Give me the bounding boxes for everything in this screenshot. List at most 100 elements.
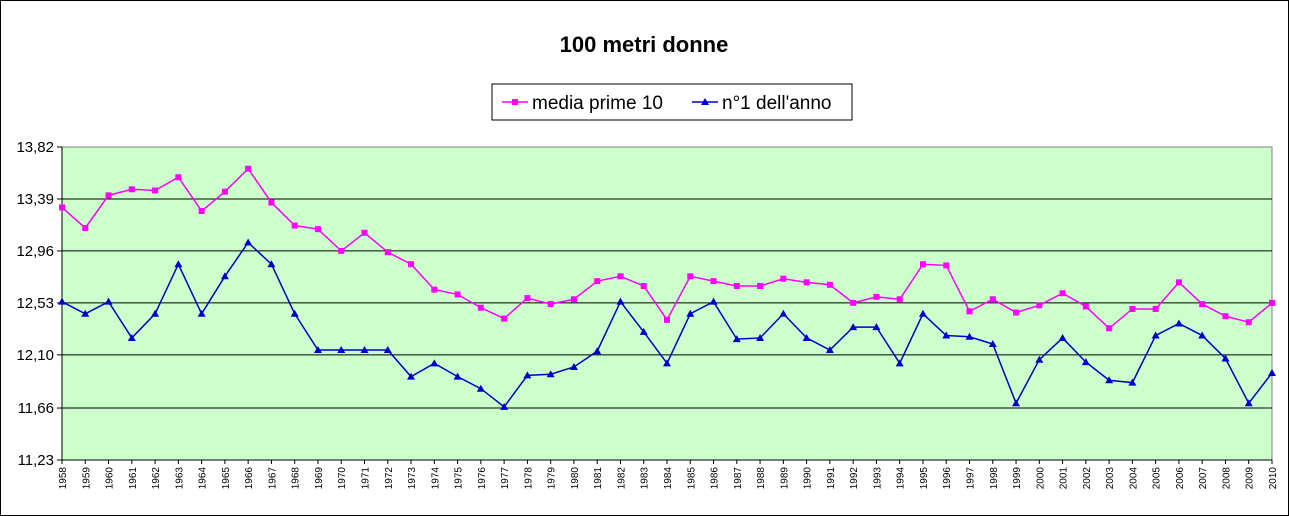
data-point [850,299,857,306]
data-point [431,286,438,293]
data-point [104,297,113,305]
data-point [895,359,904,367]
data-point [245,165,252,172]
data-point [989,296,996,303]
data-point [1012,399,1021,407]
data-point [617,273,624,280]
data-point [1244,399,1253,407]
data-point [197,309,206,317]
data-point [1106,325,1113,332]
x-tick-label: 1979 [547,467,558,490]
data-point [616,297,625,305]
x-tick-label: 1986 [710,467,721,490]
data-point [639,327,648,335]
x-tick-label: 2006 [1175,467,1186,490]
y-tick-label: 11,23 [18,452,54,469]
y-tick-label: 13,82 [16,139,54,156]
data-point [244,238,253,246]
data-point [523,371,532,379]
series-media-prime-10 [59,165,1275,332]
data-point [757,282,764,289]
x-tick-label: 1989 [779,467,790,490]
x-tick-label: 1985 [686,467,697,490]
legend-marker-media-prime-10 [512,99,518,105]
data-point [594,278,601,285]
x-tick-label: 1961 [128,467,139,490]
x-tick-label: 1963 [174,467,185,490]
y-tick-label: 13,39 [16,191,54,208]
y-tick-label: 12,10 [16,347,54,364]
data-point [267,260,276,268]
chart-title: 100 metri donne [560,32,729,57]
data-point [1036,302,1043,309]
legend-label-media-prime-10: media prime 10 [532,93,663,114]
x-tick-label: 1984 [663,467,674,490]
data-point [896,296,903,303]
data-point [268,199,275,206]
data-point [663,359,671,367]
plot-area [61,146,1273,461]
data-point [220,272,229,280]
data-point [174,260,183,268]
data-point [58,297,66,305]
data-point [825,346,834,354]
data-point [1013,309,1020,316]
data-point [290,309,299,317]
data-point [221,188,228,195]
x-tick-label: 1976 [477,467,488,490]
x-tick-label: 2001 [1059,467,1070,490]
x-tick-label: 1960 [105,467,116,490]
data-point [128,186,135,193]
series-n1-dell-anno [58,238,1276,410]
x-tick-label: 1996 [942,467,953,490]
data-point [709,297,718,305]
data-point [198,208,205,215]
x-tick-label: 1967 [267,467,278,490]
x-tick-label: 1998 [989,467,1000,490]
data-point [687,273,694,280]
data-point [127,333,136,341]
data-point [408,261,415,268]
legend-marker-n1-dell-anno [701,98,709,105]
data-point [1129,305,1136,312]
data-point [570,296,577,303]
x-tick-label: 1990 [803,467,814,490]
x-tick-label: 1968 [291,467,302,490]
legend-item-n1-dell-anno: n°1 dell'anno [692,93,831,114]
data-point [547,301,554,308]
data-point [430,359,439,367]
data-point [407,372,416,380]
data-point [988,339,997,347]
data-point [780,275,787,282]
data-point [1059,290,1066,297]
data-point [501,315,508,322]
data-point [313,346,322,354]
data-point [1058,333,1067,341]
data-point [569,362,578,370]
data-point [1269,299,1275,306]
x-tick-label: 2005 [1152,467,1163,490]
x-tick-label: 1993 [872,467,883,490]
data-point [291,222,298,229]
data-point [314,226,321,233]
data-point [384,249,391,256]
data-point [360,346,369,354]
x-tick-label: 1988 [756,467,767,490]
data-point [686,309,695,317]
x-tick-label: 1994 [896,467,907,490]
data-point [1082,303,1089,310]
y-tick-label: 12,96 [16,243,54,260]
x-tick-label: 1966 [244,467,255,490]
data-point [1222,313,1229,320]
data-point [942,331,951,339]
legend: media prime 10 n°1 dell'anno [491,83,853,121]
legend-label-n1-dell-anno: n°1 dell'anno [722,93,831,114]
data-point [175,174,182,181]
data-point [966,308,973,315]
data-point [873,293,880,300]
data-point [756,333,765,341]
data-point [710,278,717,285]
data-point [826,281,833,288]
x-tick-label: 1975 [454,467,465,490]
